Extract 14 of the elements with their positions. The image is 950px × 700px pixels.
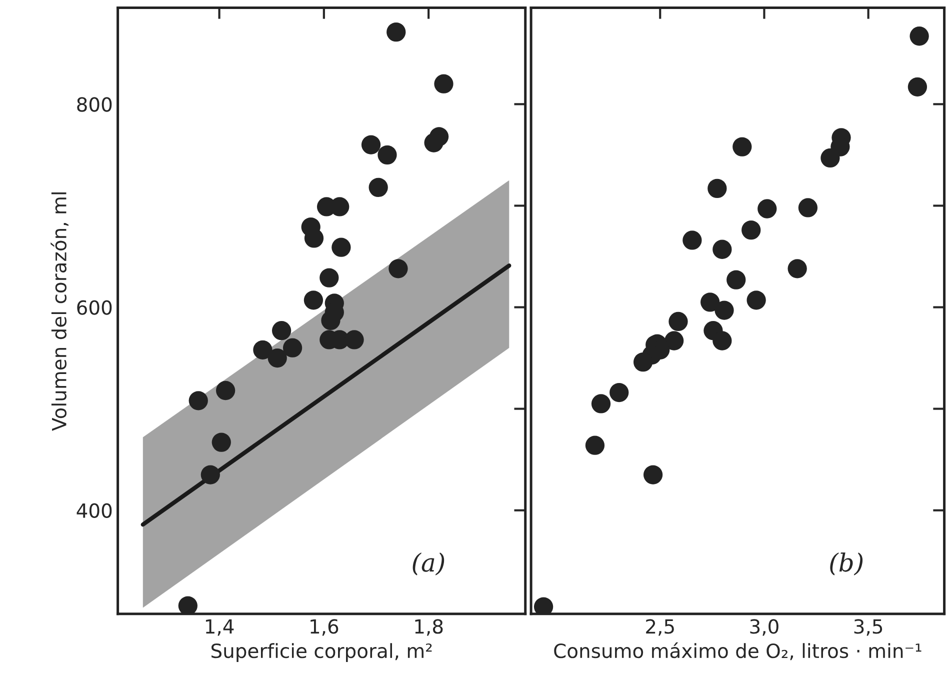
y-tick-label: 600 [77,300,112,315]
x-tick-label: 1,8 [415,619,443,636]
annotation: (a) [412,552,444,576]
x-axis-title: Superficie corporal, m² [212,643,432,662]
x-tick-label: 3,0 [750,619,778,636]
y-axis-title: Volumen del corazón, ml [50,192,68,431]
annotation: (b) [830,552,863,576]
y-tick-label: 400 [76,503,112,518]
x-axis-title: Consumo máximo de O₂, litros · min⁻¹ [554,642,922,660]
x-tick-label: 1,4 [206,619,234,636]
x-tick-label: 3,5 [854,619,882,636]
x-tick-label: 2,5 [646,619,674,636]
x-tick-label: 1,6 [310,619,338,636]
y-tick-label: 800 [77,97,112,112]
